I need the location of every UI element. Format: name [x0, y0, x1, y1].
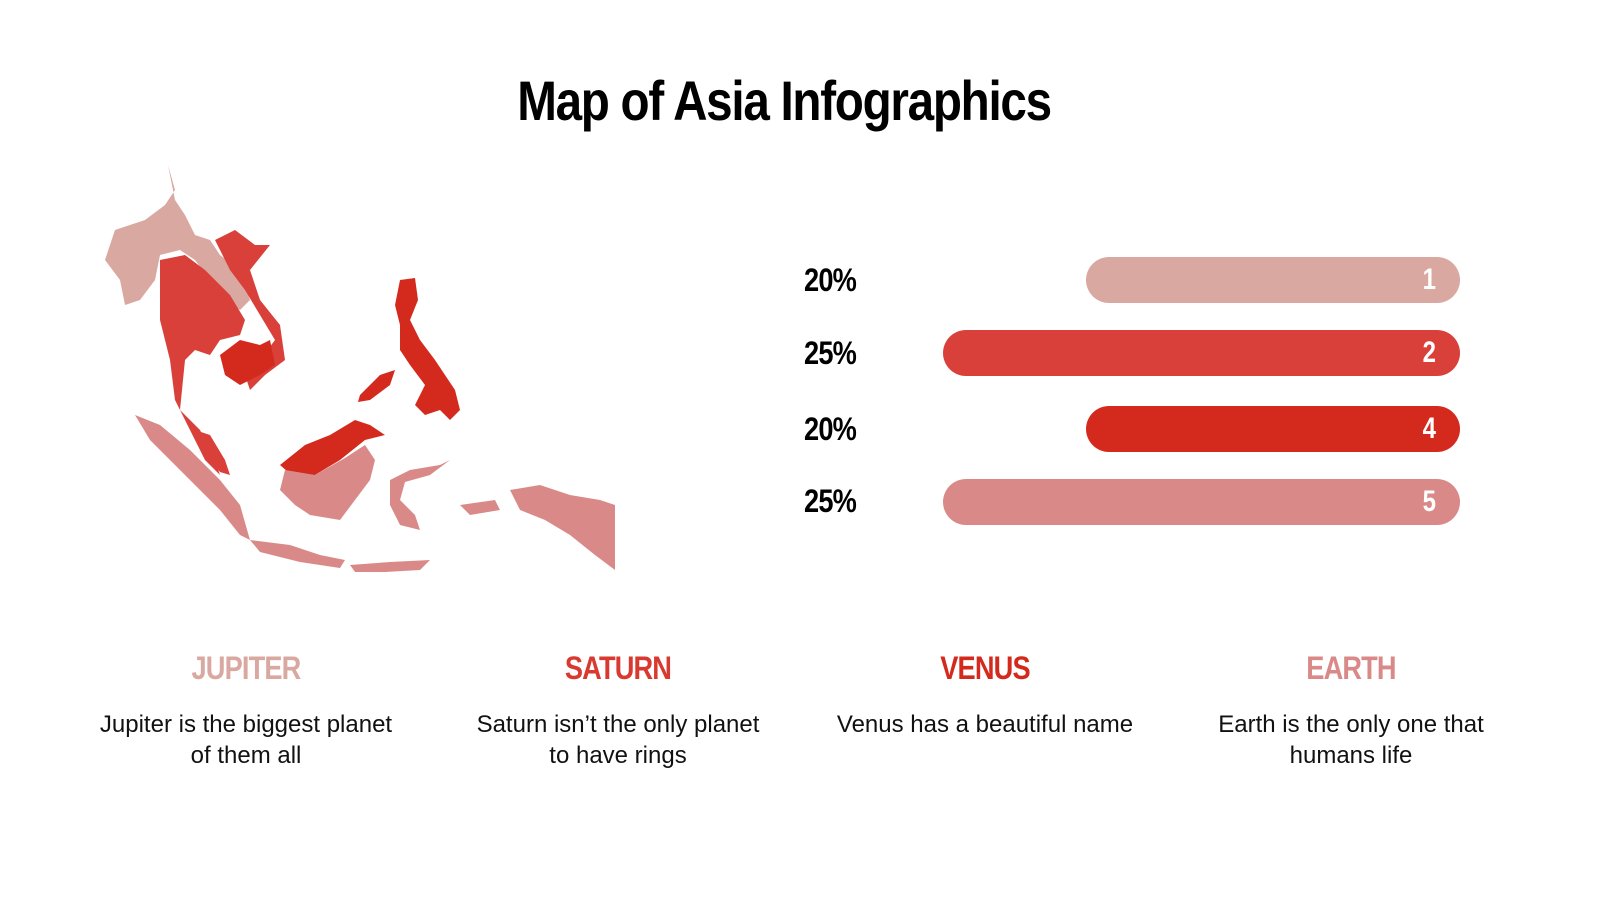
bar-label: 1 [1422, 263, 1437, 296]
map-region-myanmar [105, 165, 250, 310]
bar-percent: 25% [804, 483, 857, 519]
map-region-palawan [358, 370, 395, 402]
bar-fill: 2 [943, 330, 1460, 376]
info-title: JUPITER [191, 650, 302, 686]
info-text: Saturn isn’t the only planet to have rin… [476, 711, 760, 769]
info-venus: VENUS Venus has a beautiful name [835, 650, 1135, 740]
bar-fill: 4 [1086, 406, 1460, 452]
info-text: Venus has a beautiful name [836, 711, 1134, 738]
map-region-moluccas [460, 500, 500, 515]
info-title: VENUS [940, 650, 1030, 686]
map-region-sumatra [135, 415, 250, 540]
map-region-papua [510, 485, 615, 570]
southeast-asia-map [105, 165, 615, 572]
map-region-malaysia [195, 430, 230, 475]
info-earth: EARTH Earth is the only one that humans … [1201, 650, 1501, 771]
bar-percent: 20% [804, 262, 857, 298]
map-region-cambodia [220, 340, 275, 385]
bar-label: 2 [1422, 336, 1437, 369]
bar-fill: 1 [1086, 257, 1460, 303]
info-text: Earth is the only one that humans life [1218, 711, 1484, 769]
bar-label: 4 [1422, 412, 1437, 445]
info-text: Jupiter is the biggest planet of them al… [99, 711, 393, 769]
map-region-lesser-sunda [350, 560, 430, 572]
bar-fill: 5 [943, 479, 1460, 525]
bar-label: 5 [1422, 485, 1437, 518]
map-region-java [250, 540, 345, 568]
map-region-thailand [160, 255, 245, 475]
map-region-sulawesi [390, 460, 450, 530]
info-jupiter: JUPITER Jupiter is the biggest planet of… [96, 650, 396, 771]
map-region-philippines [395, 278, 460, 420]
page-title: Map of Asia Infographics [517, 69, 1052, 132]
info-title: EARTH [1306, 650, 1396, 686]
map-region-borneo-malaysia [280, 420, 385, 478]
map-region-borneo-indonesia [280, 445, 375, 520]
bar-percent: 20% [804, 411, 857, 447]
bar-percent: 25% [804, 335, 857, 371]
info-title: SATURN [564, 650, 672, 686]
info-saturn: SATURN Saturn isn’t the only planet to h… [468, 650, 768, 771]
